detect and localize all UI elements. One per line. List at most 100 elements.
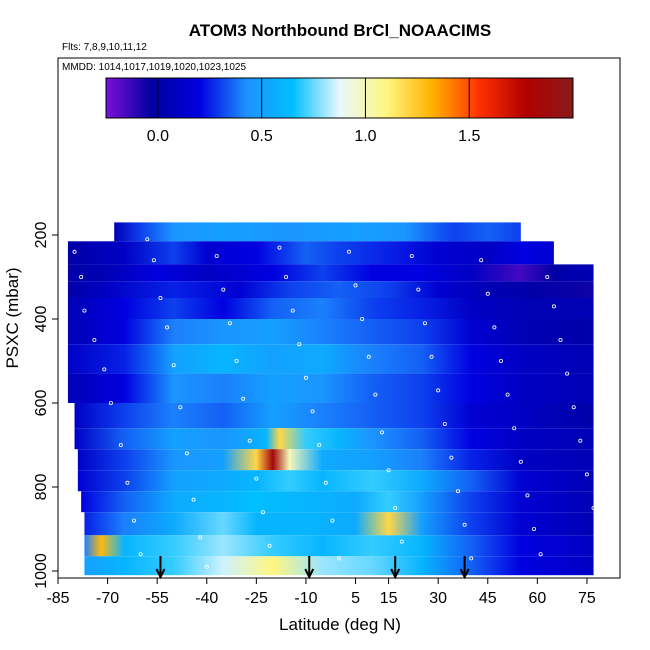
colorbar-tick-label: 1.0 (354, 128, 376, 145)
sample-point (214, 253, 219, 258)
profile-marker-head (459, 568, 470, 580)
sample-point (82, 308, 87, 313)
sample-point (247, 438, 252, 443)
heatmap-row (114, 222, 521, 242)
y-axis: 200 400 600 800 1000 (33, 222, 58, 589)
y-tick-label: 600 (33, 390, 50, 417)
sample-point (310, 409, 315, 414)
x-axis: -85 -70 -55 -40 -25 -10 5 15 30 45 60 75 (46, 578, 596, 607)
sample-point (584, 472, 589, 477)
sample-point (551, 304, 556, 309)
sample-point (386, 468, 391, 473)
heatmap-row (81, 491, 594, 513)
x-tick-label: -25 (245, 590, 268, 607)
sample-point (204, 564, 209, 569)
sample-point (234, 358, 239, 363)
profile-marker-head (155, 568, 166, 580)
sample-point (518, 459, 523, 464)
sample-point (379, 430, 384, 435)
sample-point (492, 325, 497, 330)
sample-point (558, 337, 563, 342)
heatmap-row (67, 264, 594, 282)
sample-point (92, 337, 97, 342)
sample-point (191, 497, 196, 502)
sample-points-layer (72, 237, 596, 569)
sample-point (260, 510, 265, 515)
sample-point (485, 291, 490, 296)
sample-point (399, 539, 404, 544)
profile-markers (155, 556, 470, 580)
sample-point (571, 405, 576, 410)
sample-point (165, 325, 170, 330)
sample-point (145, 237, 150, 242)
heatmap-row (67, 281, 594, 298)
y-tick-label: 1000 (33, 553, 50, 589)
sample-point (284, 274, 289, 279)
sample-point (330, 518, 335, 523)
x-tick-label: 5 (351, 590, 360, 607)
dates-label: MMDD: 1014,1017,1019,1020,1023,1025 (62, 62, 246, 73)
sample-point (498, 358, 503, 363)
profile-marker-head (304, 568, 315, 580)
sample-point (125, 480, 130, 485)
sample-point (118, 442, 123, 447)
colorbar-bar (105, 77, 574, 119)
sample-point (138, 552, 143, 557)
sample-point (479, 258, 484, 263)
sample-point (79, 274, 84, 279)
sample-point (171, 363, 176, 368)
sample-point (336, 556, 341, 561)
heatmap-row (77, 449, 594, 471)
colorbar-tick-label: 0.5 (251, 128, 273, 145)
sample-point (422, 321, 427, 326)
sample-point (366, 354, 371, 359)
sample-point (290, 308, 295, 313)
sample-point (353, 283, 358, 288)
sample-point (303, 375, 308, 380)
sample-point (198, 535, 203, 540)
sample-point (393, 505, 398, 510)
sample-point (525, 493, 530, 498)
sample-point (429, 354, 434, 359)
sample-point (436, 388, 441, 393)
sample-point (158, 295, 163, 300)
x-tick-label: -40 (195, 590, 218, 607)
heatmap-layer (67, 222, 594, 576)
heatmap-row (74, 403, 594, 429)
sample-point (416, 287, 421, 292)
sample-point (221, 287, 226, 292)
heatmap-row (67, 344, 594, 374)
sample-point (267, 543, 272, 548)
sample-point (360, 316, 365, 321)
sample-point (184, 451, 189, 456)
sample-point (456, 489, 461, 494)
sample-point (102, 367, 107, 372)
x-axis-label: Latitude (deg N) (279, 615, 401, 634)
sample-point (462, 522, 467, 527)
sample-point (277, 245, 282, 250)
colorbar (105, 77, 574, 119)
sample-point (178, 405, 183, 410)
sample-point (297, 342, 302, 347)
x-tick-label: -10 (294, 590, 317, 607)
y-tick-label: 800 (33, 474, 50, 501)
heatmap-row (84, 512, 594, 536)
sample-point (565, 371, 570, 376)
sample-point (317, 442, 322, 447)
chart-title: ATOM3 Northbound BrCl_NOAACIMS (189, 21, 492, 40)
flights-label: Flts: 7,8,9,10,11,12 (62, 42, 147, 53)
x-tick-label: 60 (528, 590, 546, 607)
sample-point (532, 527, 537, 532)
heatmap-row (67, 298, 594, 319)
y-tick-label: 200 (33, 222, 50, 249)
plot-frame (57, 57, 621, 579)
sample-point (346, 249, 351, 254)
sample-point (373, 392, 378, 397)
x-tick-label: -85 (46, 590, 69, 607)
colorbar-tick-label: 1.5 (458, 128, 480, 145)
sample-point (469, 556, 474, 561)
heatmap-row (84, 556, 594, 576)
x-tick-label: -70 (96, 590, 119, 607)
x-tick-label: 15 (380, 590, 398, 607)
